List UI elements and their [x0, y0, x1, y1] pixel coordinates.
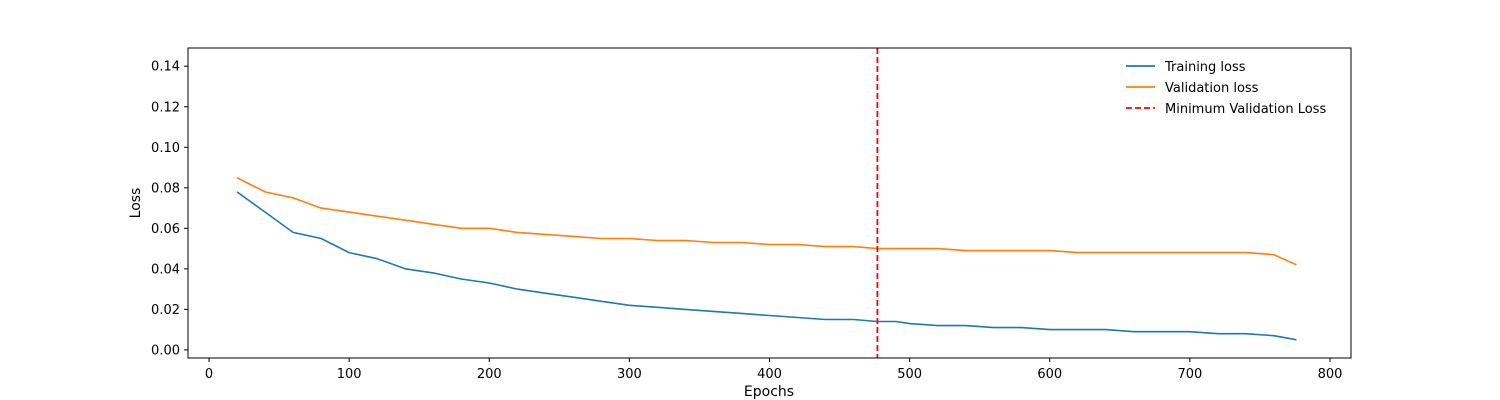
x-tick-label: 800: [1318, 367, 1343, 382]
y-tick-label: 0.06: [151, 222, 180, 237]
x-tick-label: 200: [477, 367, 502, 382]
x-tick-label: 500: [897, 367, 922, 382]
x-axis-label: Epochs: [744, 384, 794, 400]
series-layer: [236, 176, 1297, 341]
y-tick-label: 0.02: [151, 303, 180, 318]
series-line-validation-loss: [236, 176, 1297, 266]
x-tick-label: 700: [1177, 367, 1202, 382]
legend-label: Minimum Validation Loss: [1165, 102, 1326, 117]
x-tick-label: 600: [1037, 367, 1062, 382]
y-tick-label: 0.00: [151, 343, 180, 358]
x-axis-ticks: 0 100 200 300 400 500 600 700 800: [205, 358, 1343, 382]
x-tick-label: 300: [617, 367, 642, 382]
x-tick-label: 400: [757, 367, 782, 382]
y-tick-label: 0.14: [151, 60, 180, 75]
y-tick-label: 0.10: [151, 141, 180, 156]
legend-label: Training loss: [1164, 60, 1246, 75]
legend-label: Validation loss: [1165, 81, 1259, 96]
series-line-training-loss: [236, 191, 1297, 341]
y-axis-ticks: 0.00 0.02 0.04 0.06 0.08 0.10 0.12 0.14: [151, 60, 188, 358]
x-tick-label: 100: [337, 367, 362, 382]
y-tick-label: 0.08: [151, 181, 180, 196]
plot-background: [188, 48, 1351, 358]
x-tick-label: 0: [205, 367, 213, 382]
y-tick-label: 0.04: [151, 262, 180, 277]
legend: Training loss Validation loss Minimum Vali…: [1126, 60, 1326, 117]
y-tick-label: 0.12: [151, 100, 180, 115]
y-axis-label: Loss: [128, 188, 144, 219]
